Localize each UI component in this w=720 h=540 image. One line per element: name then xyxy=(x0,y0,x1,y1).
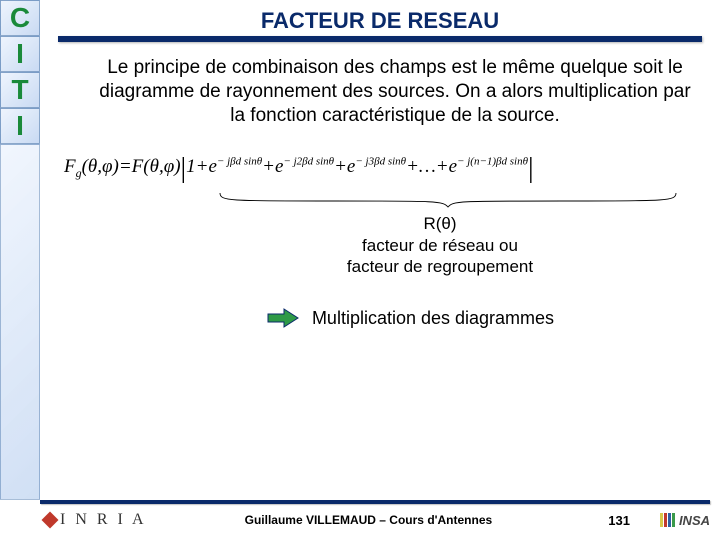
footer-center: Guillaume VILLEMAUD – Cours d'Antennes xyxy=(147,513,591,527)
factor-line3: facteur de regroupement xyxy=(178,256,702,277)
insa-bar xyxy=(672,513,675,527)
factor-line1: R(θ) xyxy=(178,213,702,234)
underbrace xyxy=(218,191,678,209)
insa-text: INSA xyxy=(679,513,710,528)
insa-logo: INSA xyxy=(660,513,710,528)
footer-rule xyxy=(40,500,710,504)
insa-bar xyxy=(660,513,663,527)
title-underline xyxy=(58,36,702,42)
sidebar-letter: I xyxy=(0,108,40,144)
slide-title: FACTEUR DE RESEAU xyxy=(58,8,702,34)
slide-content: FACTEUR DE RESEAU Le principe de combina… xyxy=(40,0,720,329)
sidebar-letter: C xyxy=(0,0,40,36)
footer: I N R I A Guillaume VILLEMAUD – Cours d'… xyxy=(0,500,720,540)
factor-line2: facteur de réseau ou xyxy=(178,235,702,256)
inria-text: I N R I A xyxy=(60,511,147,529)
multiplication-text: Multiplication des diagrammes xyxy=(312,308,554,329)
factor-label: R(θ) facteur de réseau ou facteur de reg… xyxy=(178,213,702,277)
insa-bar xyxy=(668,513,671,527)
sidebar-letter: I xyxy=(0,36,40,72)
page-number: 131 xyxy=(608,513,630,528)
sidebar: C I T I xyxy=(0,0,40,500)
sidebar-fill xyxy=(0,144,40,500)
arrow-icon xyxy=(266,307,300,329)
insa-bar xyxy=(664,513,667,527)
intro-paragraph: Le principe de combinaison des champs es… xyxy=(58,56,702,127)
equation: Fg(θ,φ)=F(θ,φ)|1+e− jβd sinθ+e− j2βd sin… xyxy=(64,153,702,185)
sidebar-letter: T xyxy=(0,72,40,108)
inria-square-icon xyxy=(42,512,59,529)
inria-logo: I N R I A xyxy=(44,511,147,529)
multiplication-row: Multiplication des diagrammes xyxy=(118,307,702,329)
